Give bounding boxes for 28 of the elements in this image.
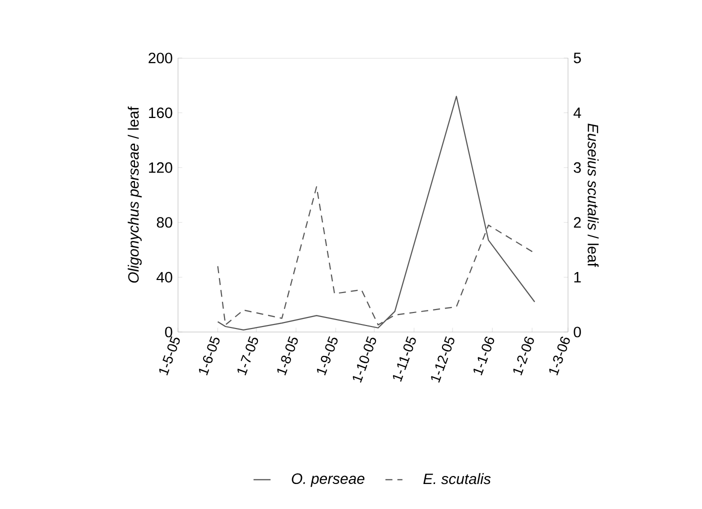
x-tick-label: 1-6-05 <box>198 336 220 376</box>
x-tick-label: 1-2-06 <box>513 336 534 376</box>
x-tick-label: 1-1-06 <box>473 336 494 376</box>
x-tick-label: 1-8-05 <box>277 336 298 376</box>
y-tick-label: 0 <box>165 326 172 338</box>
y-tick-label: 120 <box>149 162 172 173</box>
line-series <box>217 96 536 330</box>
legend-label: E. scutalis <box>423 473 491 484</box>
y2-tick-label: 5 <box>574 52 581 64</box>
legend-label: O. perseae <box>292 473 364 487</box>
y-tick-label: 80 <box>156 217 172 228</box>
y2-axis-title: Euseius scutalis / leaf <box>588 124 599 267</box>
x-tick-label: 1-7-05 <box>237 336 258 376</box>
y-tick-label: 160 <box>149 108 172 118</box>
x-tick-label: 1-3-06 <box>549 336 570 376</box>
x-tick-label: 1-9-05 <box>316 336 338 376</box>
x-tick-label: 1-11-05 <box>392 336 416 382</box>
x-tick-label: 1-10-05 <box>352 336 376 383</box>
y2-tick-label: 2 <box>574 217 581 228</box>
y-axis-title: Oligonychus perseae / leaf <box>128 106 142 283</box>
y2-tick-label: 0 <box>574 326 581 338</box>
y2-tick-label: 4 <box>574 108 582 118</box>
y-tick-label: 200 <box>148 52 172 64</box>
x-tick-label: 1-5-05 <box>159 336 180 376</box>
y2-tick-label: 3 <box>574 162 581 173</box>
y-tick-label: 40 <box>156 272 172 282</box>
x-tick-label: 1-12-05 <box>431 336 454 383</box>
y2-tick-label: 1 <box>574 272 581 282</box>
